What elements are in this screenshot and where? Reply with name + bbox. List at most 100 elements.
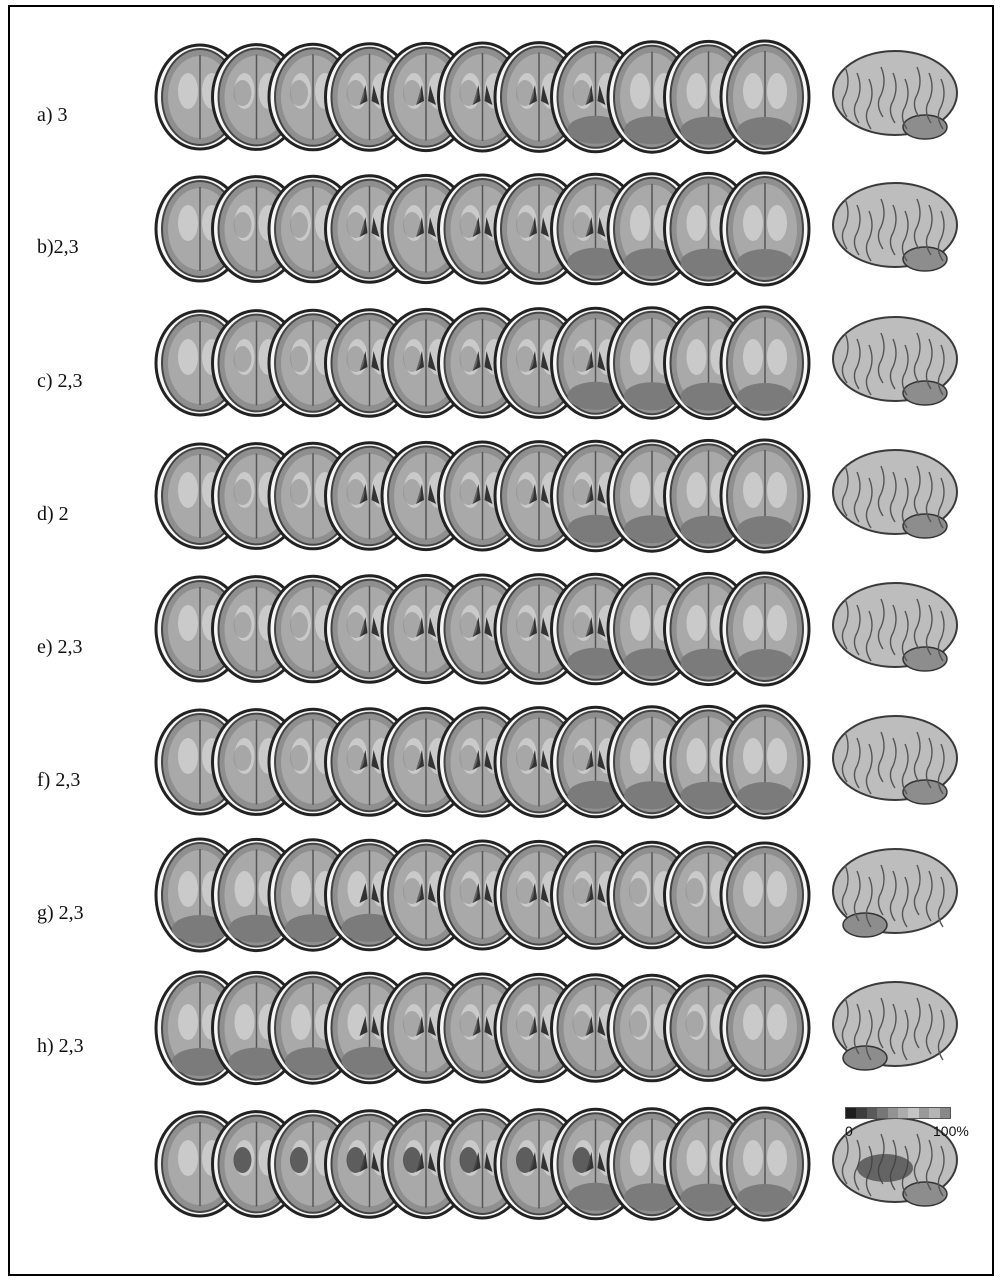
lesion-region (572, 878, 591, 904)
mri-slice (719, 171, 811, 287)
lesion-region (459, 80, 478, 106)
mri-slice (719, 1106, 811, 1222)
lesion-region (629, 1011, 647, 1037)
lesion-region (290, 479, 308, 505)
lesion-region (290, 212, 308, 238)
scale-swatch (908, 1108, 919, 1118)
mri-slice (719, 841, 811, 949)
lesion-region (346, 346, 365, 372)
mri-slice-row (154, 171, 958, 287)
row-label: f) 2,3 (37, 769, 81, 791)
lesion-region (346, 745, 365, 771)
row-label: d) 2 (37, 503, 69, 525)
scale-swatch (866, 1108, 878, 1118)
scale-swatch (929, 1108, 940, 1118)
brain-surface-render (832, 715, 958, 805)
lesion-region (290, 80, 308, 106)
lesion-region (346, 1147, 365, 1173)
lesion-region (516, 745, 534, 771)
lesion-region (233, 80, 252, 106)
lesion-region (346, 612, 365, 638)
lesion-region (572, 212, 591, 238)
scale-color-bar (845, 1107, 951, 1119)
lesion-region (459, 479, 478, 505)
lesion-region (290, 1147, 308, 1173)
lesion-region (233, 479, 252, 505)
brain-surface-render (832, 582, 958, 672)
lesion-region (516, 479, 534, 505)
lesion-region (459, 1011, 478, 1037)
mri-slice (719, 305, 811, 421)
lesion-region (572, 612, 591, 638)
lesion-region (572, 1011, 591, 1037)
lesion-region (685, 1011, 704, 1037)
row-label: g) 2,3 (37, 902, 84, 924)
lesion-region (403, 612, 421, 638)
lesion-region (459, 212, 478, 238)
lesion-region (459, 1147, 478, 1173)
row-label: e) 2,3 (37, 636, 83, 658)
lesion-region (516, 878, 534, 904)
mri-slice-row (154, 1106, 958, 1222)
brain-surface-render (832, 449, 958, 539)
brain-surface-render (832, 50, 958, 140)
lesion-region (572, 479, 591, 505)
brain-surface-render (832, 848, 958, 938)
row-label: h) 2,3 (37, 1035, 84, 1057)
lesion-region (459, 878, 478, 904)
lesion-region (233, 346, 252, 372)
row-label: a) 3 (37, 104, 68, 126)
lesion-region (459, 745, 478, 771)
scale-swatch (918, 1108, 930, 1118)
mri-slice-row (154, 438, 958, 554)
lesion-region (516, 612, 534, 638)
mri-slice (719, 704, 811, 820)
lesion-region (346, 212, 365, 238)
scale-swatch (898, 1108, 909, 1118)
lesion-region (233, 1147, 252, 1173)
mri-slice-row (154, 704, 958, 820)
lesion-region (403, 745, 421, 771)
lesion-region (516, 346, 534, 372)
lesion-region (346, 80, 365, 106)
mri-slice (719, 39, 811, 155)
mri-slice (719, 571, 811, 687)
mri-slice-row (154, 305, 958, 421)
lesion-region (403, 1147, 421, 1173)
brain-surface-render (832, 1117, 958, 1207)
lesion-region (459, 346, 478, 372)
lesion-region (403, 212, 421, 238)
lesion-region (403, 479, 421, 505)
lesion-region (403, 1011, 421, 1037)
lesion-region (516, 1147, 534, 1173)
lesion-region (233, 612, 252, 638)
lesion-region (572, 1147, 591, 1173)
scale-swatch (877, 1108, 888, 1118)
lesion-region (403, 346, 421, 372)
mri-slice-row (154, 970, 958, 1086)
lesion-region (290, 612, 308, 638)
lesion-region (346, 479, 365, 505)
row-label: b)2,3 (37, 236, 79, 258)
mri-slice-row (154, 571, 958, 687)
scale-min-label: 0 (845, 1123, 853, 1139)
lesion-region (233, 212, 252, 238)
lesion-region (290, 346, 308, 372)
brain-surface-render (832, 981, 958, 1071)
lesion-region (403, 878, 421, 904)
lesion-region (516, 1011, 534, 1037)
scale-swatch (887, 1108, 899, 1118)
scale-swatch (846, 1108, 857, 1118)
lesion-region (290, 745, 308, 771)
lesion-region (516, 80, 534, 106)
lesion-region (459, 612, 478, 638)
lesion-overlap-scale: 0 100% (845, 1107, 969, 1157)
scale-max-label: 100% (933, 1123, 969, 1139)
lesion-region (629, 878, 647, 904)
mri-slice (719, 974, 811, 1082)
lesion-region (572, 745, 591, 771)
lesion-region (572, 346, 591, 372)
mri-slice-row (154, 837, 958, 953)
row-label: c) 2,3 (37, 370, 83, 392)
lesion-region (233, 745, 252, 771)
